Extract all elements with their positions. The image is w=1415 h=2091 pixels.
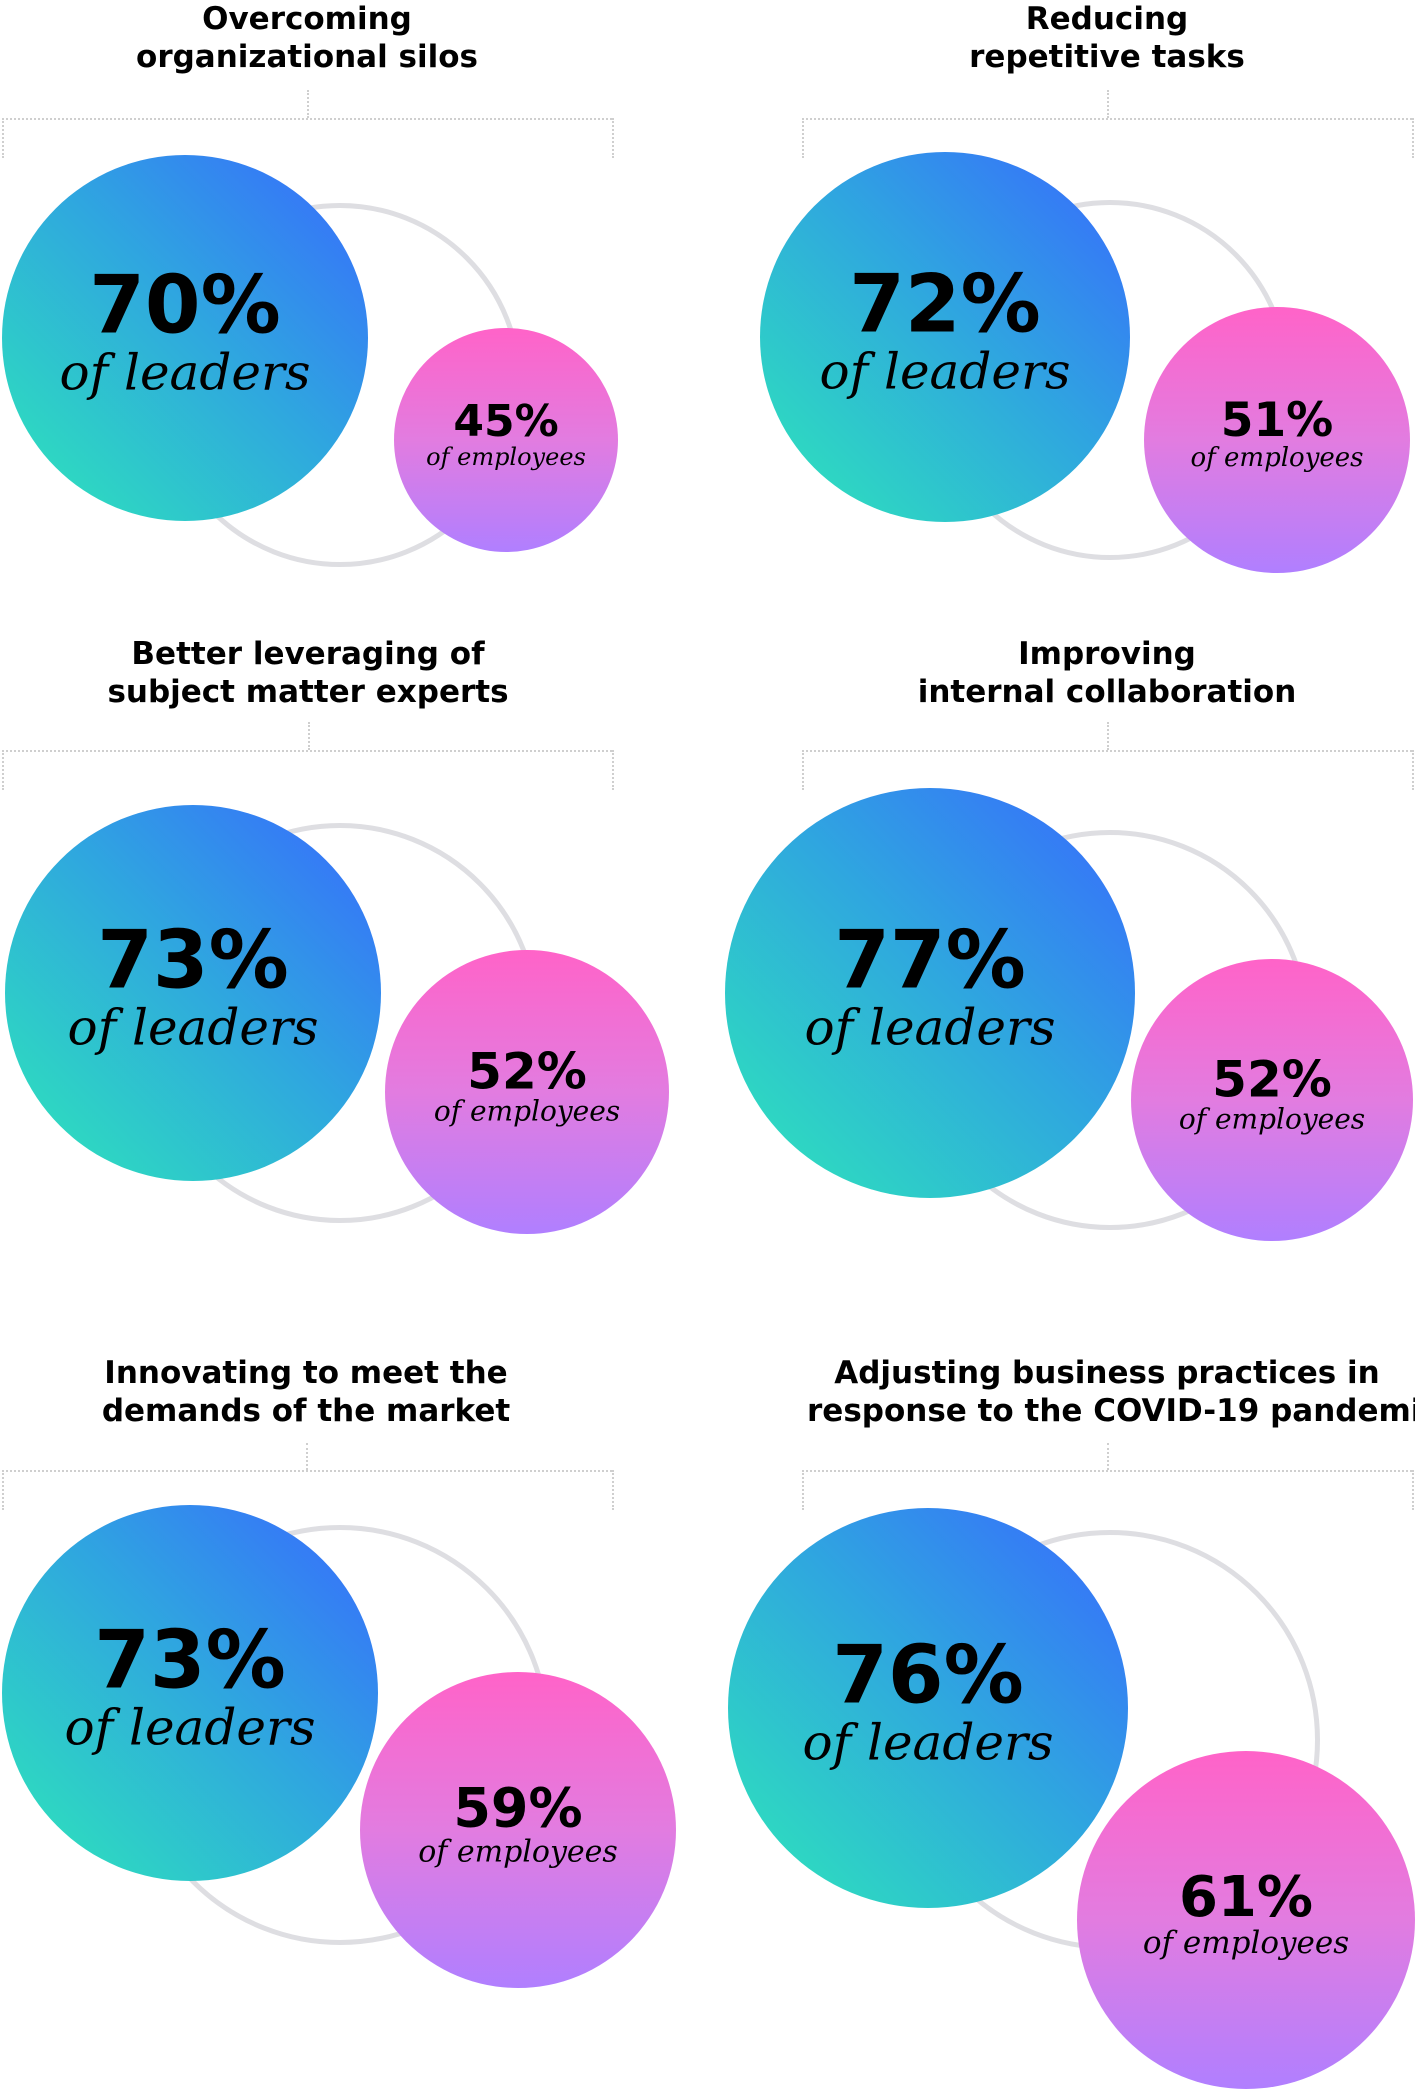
panel-title-line: Innovating to meet the <box>104 1355 508 1391</box>
leaders-caption: of leaders <box>819 342 1071 401</box>
leaders-caption: of leaders <box>59 343 311 402</box>
leaders-bubble <box>2 1505 378 1881</box>
panel-title-line: internal collaboration <box>917 674 1297 710</box>
dotted-end-tick <box>802 1470 804 1510</box>
panel-title: Adjusting business practices in response … <box>807 1354 1415 1430</box>
leaders-caption: of leaders <box>64 1698 316 1757</box>
panel-title: Innovating to meet the demands of the mar… <box>6 1354 606 1430</box>
employees-label: 51% of employees <box>1191 397 1364 473</box>
panel-title-line: Reducing <box>1025 1 1189 37</box>
employees-label: 59% of employees <box>418 1776 618 1870</box>
dotted-end-tick <box>2 1470 4 1510</box>
employees-bubble <box>385 950 669 1234</box>
panel-title-line: Improving <box>1018 636 1196 672</box>
dotted-end-tick <box>1412 118 1414 158</box>
leaders-label: 76% of leaders <box>802 1628 1054 1772</box>
employees-caption: of employees <box>1190 443 1364 474</box>
dotted-end-tick <box>2 118 4 158</box>
leaders-caption: of leaders <box>67 998 319 1057</box>
employees-label: 52% of employees <box>434 1047 620 1128</box>
dotted-end-tick <box>612 750 614 790</box>
panel-title-line: demands of the market <box>101 1393 511 1429</box>
dotted-divider <box>2 750 612 752</box>
dotted-end-tick <box>612 1470 614 1510</box>
dotted-connector <box>1107 90 1109 118</box>
employees-caption: of employees <box>433 1094 621 1128</box>
dotted-end-tick <box>1412 750 1414 790</box>
panel-title-line: Adjusting business practices in <box>834 1355 1380 1391</box>
panel-title-line: subject matter experts <box>107 674 509 710</box>
employees-caption: of employees <box>1178 1102 1366 1136</box>
dotted-connector <box>1107 1443 1109 1470</box>
dotted-divider <box>802 1470 1412 1472</box>
leaders-percent: 72% <box>849 257 1041 351</box>
panel-title-line: Better leveraging of <box>131 636 485 672</box>
leaders-percent: 76% <box>832 1628 1024 1722</box>
leaders-label: 70% of leaders <box>59 258 311 402</box>
leaders-bubble <box>760 152 1130 522</box>
leaders-bubble <box>5 805 381 1181</box>
dotted-divider <box>802 750 1412 752</box>
employees-bubble <box>1131 959 1413 1241</box>
leaders-percent: 77% <box>834 913 1026 1007</box>
dotted-divider <box>2 1470 612 1472</box>
employees-caption: of employees <box>426 442 586 471</box>
leaders-label: 73% of leaders <box>67 913 319 1057</box>
leaders-bubble <box>725 788 1135 1198</box>
employees-label: 61% of employees <box>1142 1864 1350 1961</box>
leaders-bubble <box>728 1508 1128 1908</box>
employees-percent: 61% <box>1178 1864 1314 1930</box>
leaders-caption: of leaders <box>804 998 1056 1057</box>
panel-title: Improving internal collaboration <box>807 635 1407 711</box>
panel-title: Better leveraging of subject matter exper… <box>8 635 608 711</box>
panel-title-line: response to the COVID-19 pandemic <box>807 1393 1415 1429</box>
panel-title: Reducing repetitive tasks <box>807 0 1407 76</box>
panel-title: Overcoming organizational silos <box>7 0 607 76</box>
dotted-end-tick <box>612 118 614 158</box>
employees-bubble <box>1144 307 1410 573</box>
dotted-divider <box>2 118 612 120</box>
leaders-caption: of leaders <box>802 1713 1054 1772</box>
employees-percent: 51% <box>1220 393 1334 449</box>
employees-percent: 52% <box>467 1042 587 1101</box>
panel-title-line: Overcoming <box>202 1 412 37</box>
employees-bubble <box>360 1672 676 1988</box>
employees-caption: of employees <box>418 1834 618 1870</box>
leaders-label: 73% of leaders <box>64 1613 316 1757</box>
employees-caption: of employees <box>1142 1924 1350 1961</box>
employees-label: 52% of employees <box>1179 1055 1365 1136</box>
panel-title-line: repetitive tasks <box>969 39 1245 75</box>
leaders-percent: 70% <box>89 258 281 352</box>
leaders-percent: 73% <box>94 1613 286 1707</box>
dotted-end-tick <box>802 750 804 790</box>
dotted-connector <box>306 1443 308 1470</box>
dotted-connector <box>1107 722 1109 750</box>
panel-title-line: organizational silos <box>136 39 478 75</box>
dotted-end-tick <box>1412 1470 1414 1510</box>
dotted-divider <box>802 118 1412 120</box>
dotted-end-tick <box>802 118 804 158</box>
dotted-connector <box>307 90 309 118</box>
employees-percent: 45% <box>453 395 559 447</box>
leaders-bubble <box>2 155 368 521</box>
leaders-label: 72% of leaders <box>819 257 1071 401</box>
employees-percent: 52% <box>1212 1050 1332 1109</box>
dotted-connector <box>308 722 310 750</box>
dotted-end-tick <box>2 750 4 790</box>
employees-percent: 59% <box>453 1776 583 1840</box>
leaders-percent: 73% <box>97 913 289 1007</box>
leaders-label: 77% of leaders <box>804 913 1056 1057</box>
employees-bubble <box>394 328 618 552</box>
employees-label: 45% of employees <box>426 395 586 471</box>
employees-bubble <box>1077 1751 1415 2089</box>
